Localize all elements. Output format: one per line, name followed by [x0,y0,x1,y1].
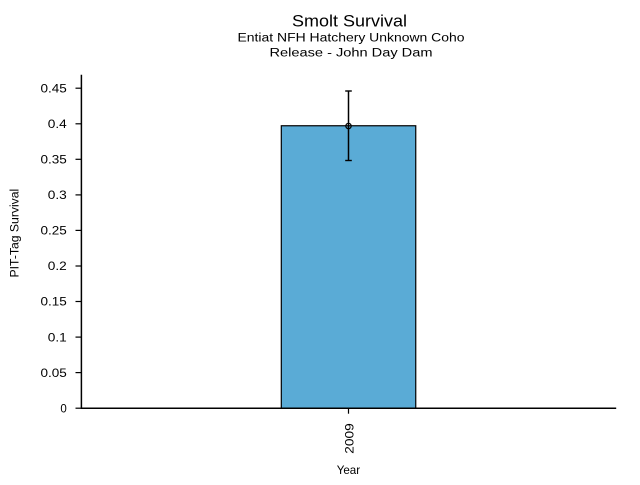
svg-text:PIT-Tag Survival: PIT-Tag Survival [10,189,22,278]
svg-text:0: 0 [60,403,66,415]
svg-text:Release - John Day Dam: Release - John Day Dam [270,48,433,60]
svg-text:Smolt Survival: Smolt Survival [292,12,407,31]
svg-text:0.25: 0.25 [41,226,67,238]
svg-text:Entiat NFH Hatchery Unknown Co: Entiat NFH Hatchery Unknown Coho [238,32,465,44]
svg-text:0.05: 0.05 [41,368,67,380]
svg-text:0.35: 0.35 [41,155,67,167]
svg-text:0.4: 0.4 [48,119,68,131]
svg-text:0.3: 0.3 [48,190,67,202]
svg-text:0.15: 0.15 [41,297,67,309]
svg-text:2009: 2009 [342,423,356,454]
svg-text:0.1: 0.1 [48,332,67,344]
svg-text:Year: Year [337,463,360,477]
svg-text:0.45: 0.45 [41,83,67,95]
svg-text:0.2: 0.2 [48,261,67,273]
